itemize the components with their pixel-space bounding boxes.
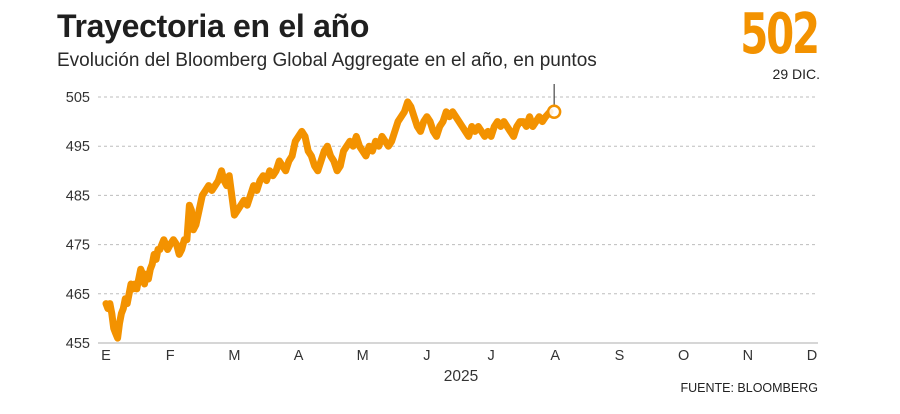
latest-value: 502 bbox=[740, 2, 820, 67]
x-tick-label: N bbox=[743, 348, 753, 364]
y-tick-label: 455 bbox=[66, 336, 90, 352]
series-line bbox=[102, 98, 554, 342]
x-tick-label: S bbox=[615, 348, 625, 364]
y-tick-label: 485 bbox=[66, 188, 90, 204]
y-tick-label: 505 bbox=[66, 90, 90, 106]
x-tick-label: M bbox=[357, 348, 369, 364]
y-tick-label: 465 bbox=[66, 287, 90, 303]
x-tick-label: A bbox=[550, 348, 560, 364]
y-tick-label: 495 bbox=[66, 139, 90, 155]
y-axis: 455 465 475 485 495 505 bbox=[66, 90, 90, 352]
gridlines bbox=[98, 96, 818, 344]
latest-date: 29 DIC. bbox=[772, 66, 820, 82]
y-tick-label: 475 bbox=[66, 238, 90, 254]
end-point-marker bbox=[546, 104, 562, 120]
x-tick-label: E bbox=[101, 348, 111, 364]
x-tick-label: J bbox=[487, 348, 494, 364]
chart-subtitle: Evolución del Bloomberg Global Aggregate… bbox=[57, 50, 597, 71]
x-tick-label: M bbox=[228, 348, 240, 364]
x-tick-label: A bbox=[294, 348, 304, 364]
x-tick-label: O bbox=[678, 348, 689, 364]
x-tick-label: D bbox=[807, 348, 817, 364]
source-note: FUENTE: BLOOMBERG bbox=[680, 381, 818, 395]
series-layer bbox=[102, 98, 554, 342]
x-tick-label: F bbox=[166, 348, 175, 364]
x-axis-label: 2025 bbox=[444, 368, 478, 385]
x-tick-label: J bbox=[423, 348, 430, 364]
chart-title: Trayectoria en el año bbox=[57, 8, 370, 44]
